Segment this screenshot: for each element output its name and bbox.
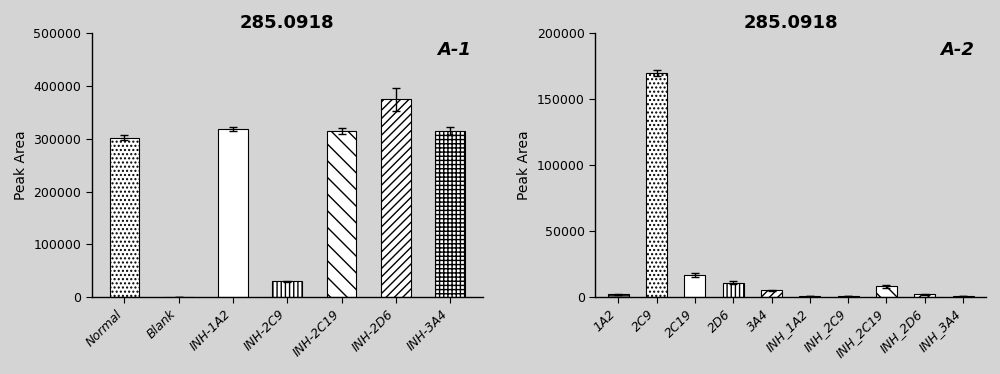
Bar (953, 296, 974, 297)
Bar (723, 282, 744, 297)
Bar (914, 294, 935, 297)
Text: A-2: A-2 (941, 42, 974, 59)
Bar (272, 281, 302, 297)
Bar (110, 138, 139, 297)
Bar (876, 286, 897, 297)
Bar (761, 291, 782, 297)
Text: A-1: A-1 (437, 42, 471, 59)
Y-axis label: Peak Area: Peak Area (517, 131, 531, 200)
Bar (838, 296, 859, 297)
Bar (799, 296, 820, 297)
Bar (608, 294, 629, 297)
Title: 285.0918: 285.0918 (240, 14, 335, 32)
Bar (381, 99, 411, 297)
Title: 285.0918: 285.0918 (743, 14, 838, 32)
Bar (684, 275, 705, 297)
Bar (327, 131, 356, 297)
Bar (218, 129, 248, 297)
Bar (646, 73, 667, 297)
Bar (435, 131, 465, 297)
Y-axis label: Peak Area: Peak Area (14, 131, 28, 200)
